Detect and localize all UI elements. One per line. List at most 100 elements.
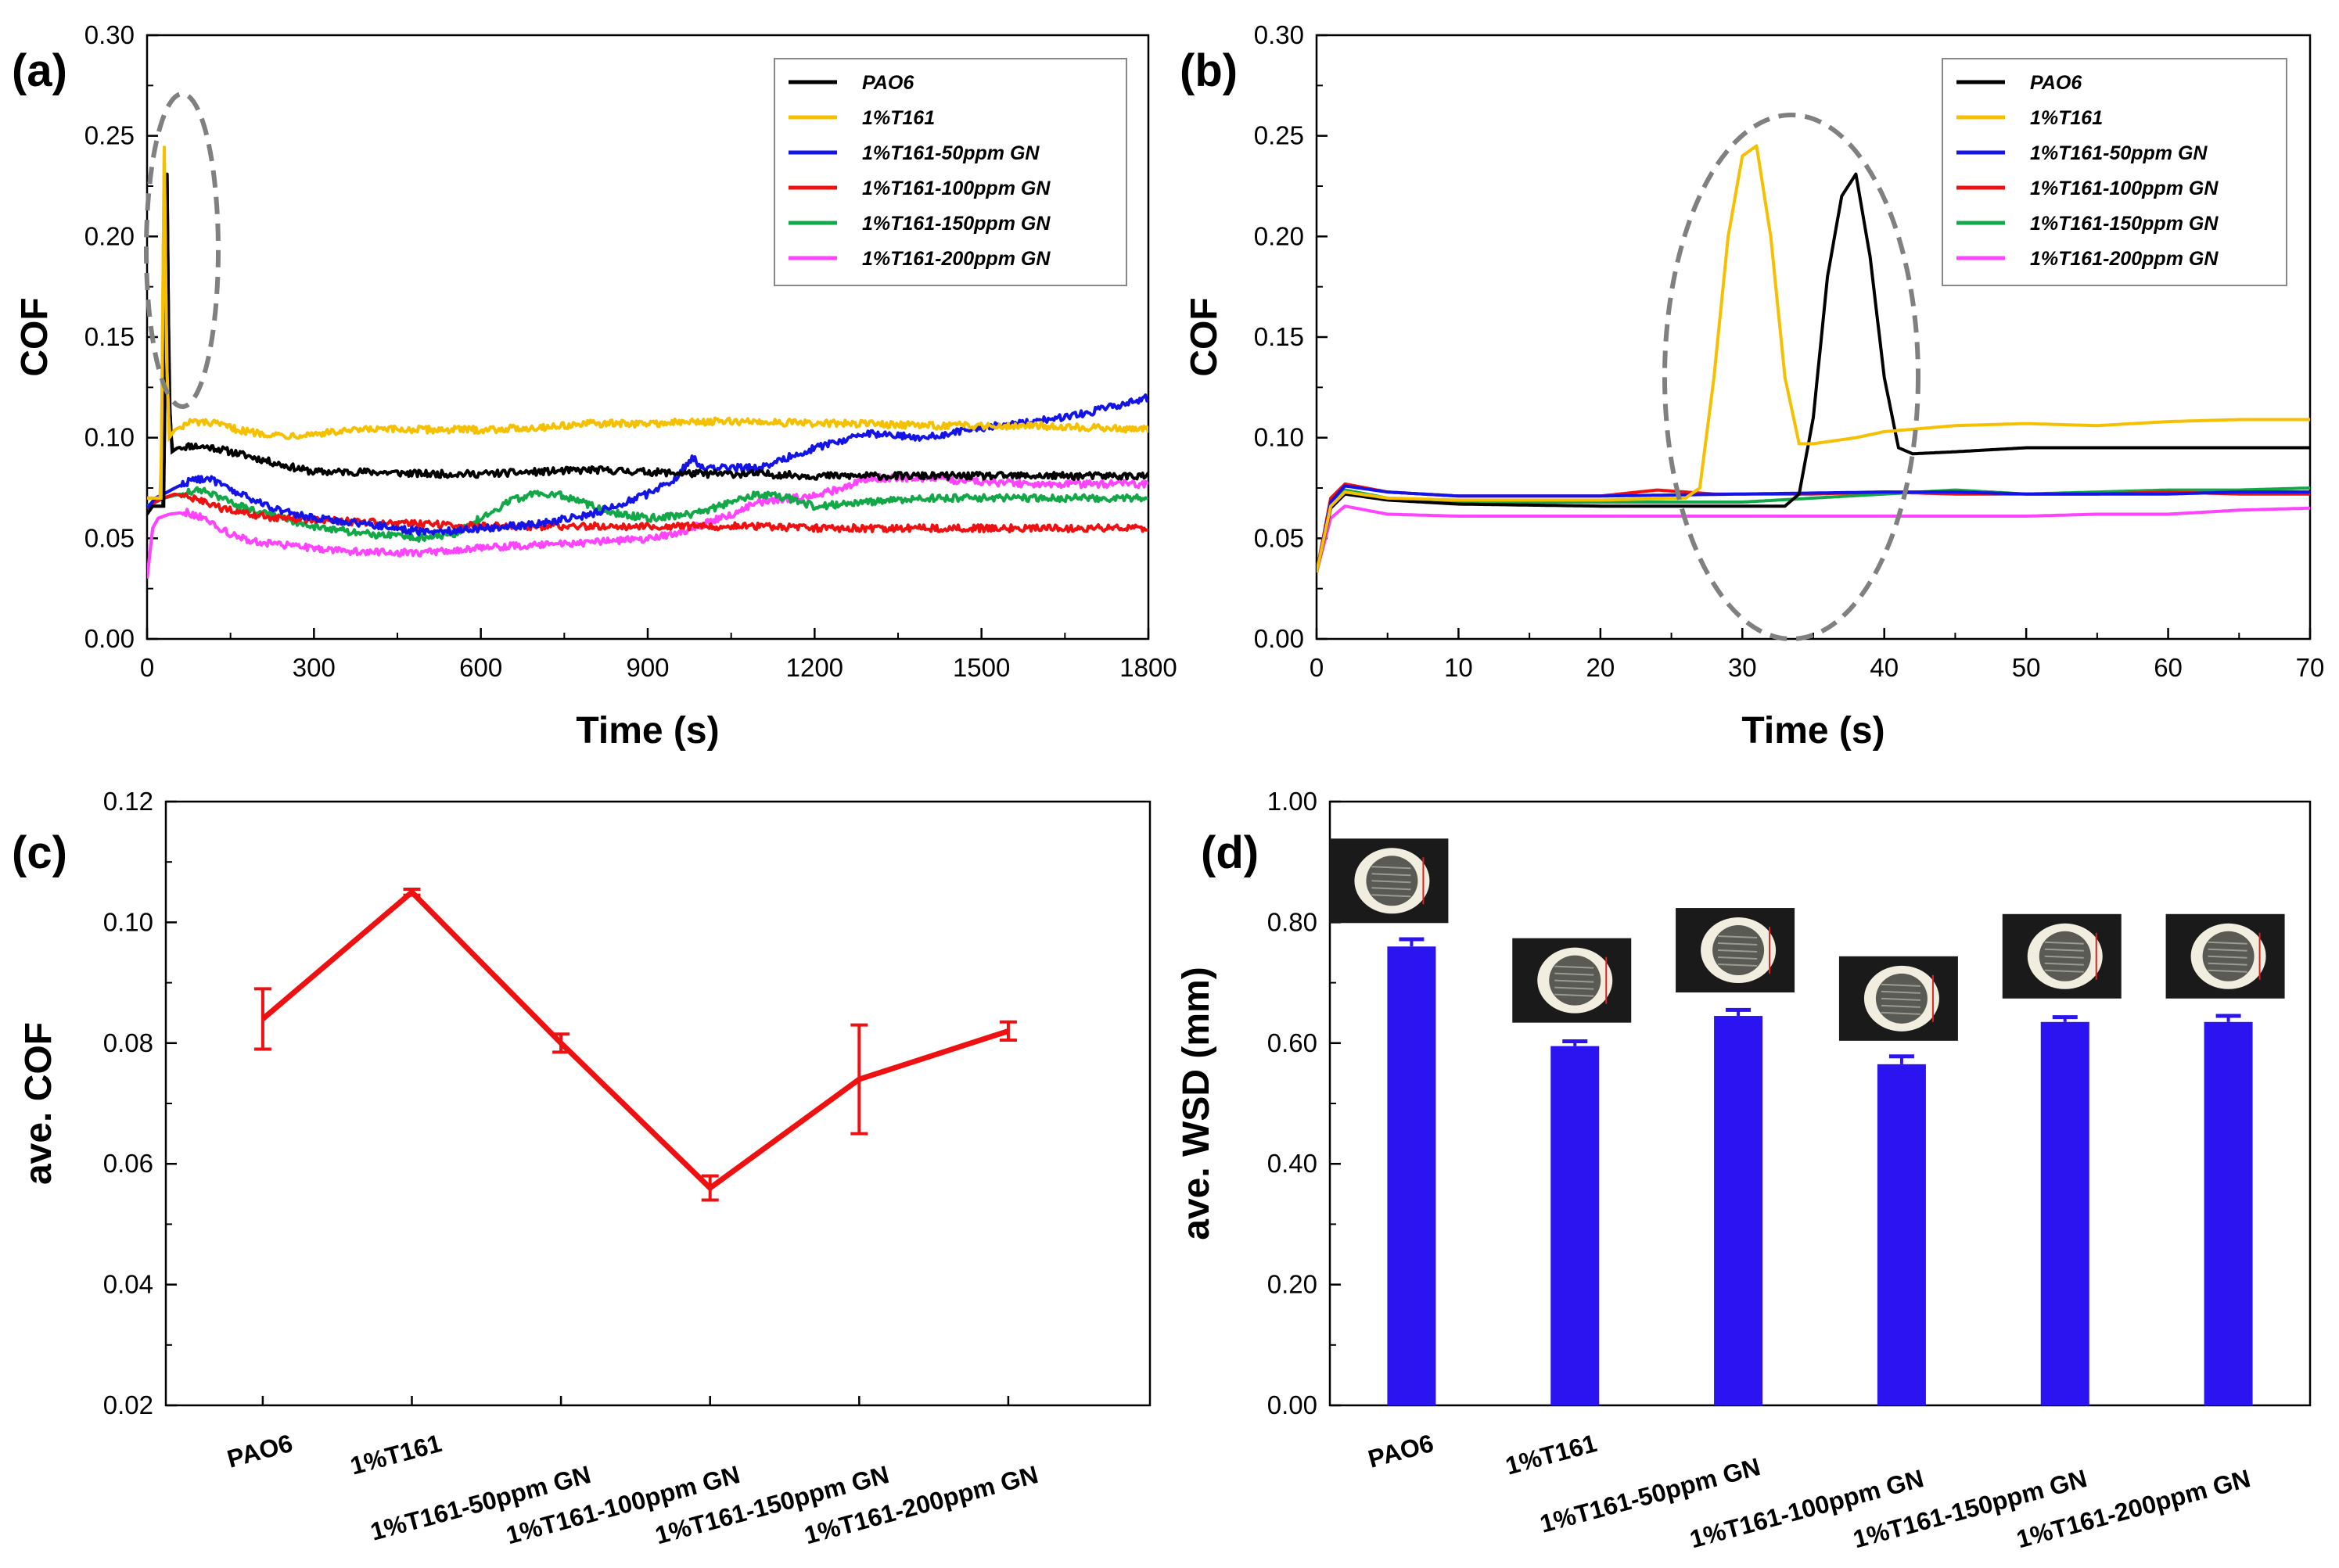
b-ytick-label: 0.20 [1254, 221, 1304, 250]
a-ytick-label: 0.10 [84, 423, 135, 452]
d-wear-scar-image-1pctt161 [1512, 938, 1632, 1023]
a-xtick-label: 1800 [1119, 653, 1177, 682]
d-image-scratch [1554, 986, 1594, 990]
a-xtick-label: 600 [459, 653, 502, 682]
d-image-scratch [2044, 941, 2084, 945]
d-wear-scar-image-1pctt161-150ppm-gn [2002, 913, 2122, 999]
d-bar-1pctt161-200ppm-gn [2204, 1021, 2253, 1405]
d-image-scratch [1718, 949, 1758, 953]
a-legend-box [774, 58, 1127, 286]
b-legend-label-1pctt161-50ppm-gn: 1%T161-50ppm GN [2030, 142, 2208, 164]
c-ytick-label: 0.06 [103, 1149, 153, 1178]
d-ytick-label: 0.40 [1267, 1149, 1317, 1178]
d-image-scratch [1718, 942, 1758, 946]
c-ytick-label: 0.02 [103, 1390, 153, 1419]
c-ytick-label: 0.10 [103, 907, 153, 936]
panel-a: (a) 0.00 0.05 0.10 0.15 0.20 0.25 0.30 COF 0 300 60… [12, 20, 1177, 752]
a-ytick-label: 0.00 [84, 624, 135, 653]
a-ytick-label: 0.05 [84, 523, 135, 552]
d-panel-label: (d) [1201, 827, 1259, 878]
c-series-line [260, 889, 1009, 1191]
b-series-pao6 [1317, 172, 2310, 573]
b-highlight-ellipse [1662, 113, 1920, 641]
c-panel-label: (c) [12, 827, 67, 878]
panel-c: (c) 0.02 0.04 0.06 0.08 0.10 0.12 ave. COF PAO6 1… [12, 787, 1152, 1549]
a-ytick-label: 0.30 [84, 20, 135, 49]
a-highlight-ellipse [144, 91, 221, 409]
d-image-scratch [1718, 956, 1758, 960]
b-xtick-label: 20 [1586, 653, 1615, 682]
d-image-scratch [1371, 873, 1411, 877]
d-image-scratch [1881, 1004, 1920, 1008]
b-ytick-label: 0.30 [1254, 20, 1304, 49]
d-image-scratch [1371, 887, 1411, 891]
c-category-label-1pctt161: 1%T161 [347, 1429, 444, 1480]
d-ytick-label: 0.00 [1267, 1390, 1317, 1419]
a-x-axis-title: Time (s) [576, 710, 719, 752]
c-plot-frame [164, 800, 1152, 1407]
b-xtick-label: 40 [1870, 653, 1899, 682]
d-ytick-label: 1.00 [1267, 787, 1317, 816]
d-wear-scar-image-1pctt161-100ppm-gn [1838, 956, 1958, 1041]
a-xtick-label: 900 [626, 653, 669, 682]
a-legend-label-1pctt161-50ppm-gn: 1%T161-50ppm GN [862, 142, 1040, 164]
b-x-axis-title: Time (s) [1741, 710, 1884, 752]
panel-b: (b) 0.00 0.05 0.10 0.15 0.20 0.25 0.30 COF 0 10 20 3… [1180, 20, 2324, 752]
d-ytick-label: 0.80 [1267, 907, 1317, 936]
a-series-pao6 [147, 172, 1148, 515]
d-image-scratch [1554, 972, 1594, 976]
d-bar-1pctt161-150ppm-gn [2040, 1021, 2089, 1405]
b-legend-label-1pctt161-150ppm-gn: 1%T161-150ppm GN [2030, 213, 2219, 235]
b-xtick-label: 60 [2154, 653, 2183, 682]
a-legend-label-1pctt161-200ppm-gn: 1%T161-200ppm GN [862, 248, 1051, 270]
d-image-scratch [1554, 979, 1594, 983]
d-wear-scar-image-1pctt161-50ppm-gn [1676, 908, 1795, 993]
d-image-scratch [1718, 963, 1758, 967]
b-legend-label-1pctt161-100ppm-gn: 1%T161-100ppm GN [2030, 178, 2219, 199]
panel-d: (d) 0.00 0.20 0.40 0.60 0.80 1.00 ave. WSD (mm)… [1176, 787, 2312, 1553]
d-category-label-pao6: PAO6 [1365, 1429, 1436, 1473]
d-bar-1pctt161 [1550, 1046, 1600, 1405]
b-series-1pctt161-150ppm-gn [1317, 486, 2310, 573]
b-series-1pctt161-200ppm-gn [1317, 504, 2310, 573]
c-ytick-label: 0.08 [103, 1028, 153, 1057]
b-legend-label-1pctt161: 1%T161 [2030, 107, 2103, 129]
d-image-scratch [2044, 955, 2084, 959]
b-xtick-label: 10 [1444, 653, 1473, 682]
d-image-scratch [2044, 969, 2084, 973]
b-legend-label-1pctt161-200ppm-gn: 1%T161-200ppm GN [2030, 248, 2219, 270]
a-series-1pctt161-200ppm-gn [147, 472, 1148, 579]
a-xtick-label: 0 [140, 653, 154, 682]
d-wear-scar-image-pao6 [1329, 838, 1449, 924]
d-image-scratch [1554, 993, 1594, 997]
b-xtick-label: 70 [2296, 653, 2325, 682]
d-image-scratch [1881, 990, 1920, 994]
d-image-scratch [2044, 962, 2084, 966]
d-image-scratch [2044, 948, 2084, 952]
d-image-scratch [1554, 965, 1594, 969]
b-ytick-label: 0.15 [1254, 322, 1304, 351]
d-category-label-1pctt161: 1%T161 [1503, 1429, 1600, 1480]
c-ytick-label: 0.04 [103, 1270, 153, 1299]
a-ytick-label: 0.15 [84, 322, 135, 351]
b-xtick-label: 0 [1310, 653, 1324, 682]
a-legend-label-1pctt161-150ppm-gn: 1%T161-150ppm GN [862, 213, 1051, 235]
d-image-scratch [1881, 1011, 1920, 1015]
a-xtick-label: 300 [293, 653, 336, 682]
b-panel-label: (b) [1180, 45, 1238, 96]
b-y-axis-title: COF [1184, 297, 1225, 376]
a-y-axis-title: COF [14, 297, 56, 376]
b-ytick-label: 0.05 [1254, 523, 1304, 552]
a-series-1pctt161-150ppm-gn [147, 486, 1148, 543]
c-category-label-pao6: PAO6 [225, 1429, 296, 1473]
d-y-axis-title: ave. WSD (mm) [1176, 967, 1217, 1240]
d-bar-1pctt161-100ppm-gn [1877, 1064, 1926, 1405]
a-legend-label-1pctt161-100ppm-gn: 1%T161-100ppm GN [862, 178, 1051, 199]
b-series-1pctt161 [1317, 144, 2310, 573]
d-bar-1pctt161-50ppm-gn [1714, 1016, 1763, 1405]
a-xtick-label: 1500 [953, 653, 1010, 682]
a-ytick-label: 0.25 [84, 121, 135, 150]
a-xtick-label: 1200 [786, 653, 843, 682]
b-xtick-label: 30 [1728, 653, 1757, 682]
